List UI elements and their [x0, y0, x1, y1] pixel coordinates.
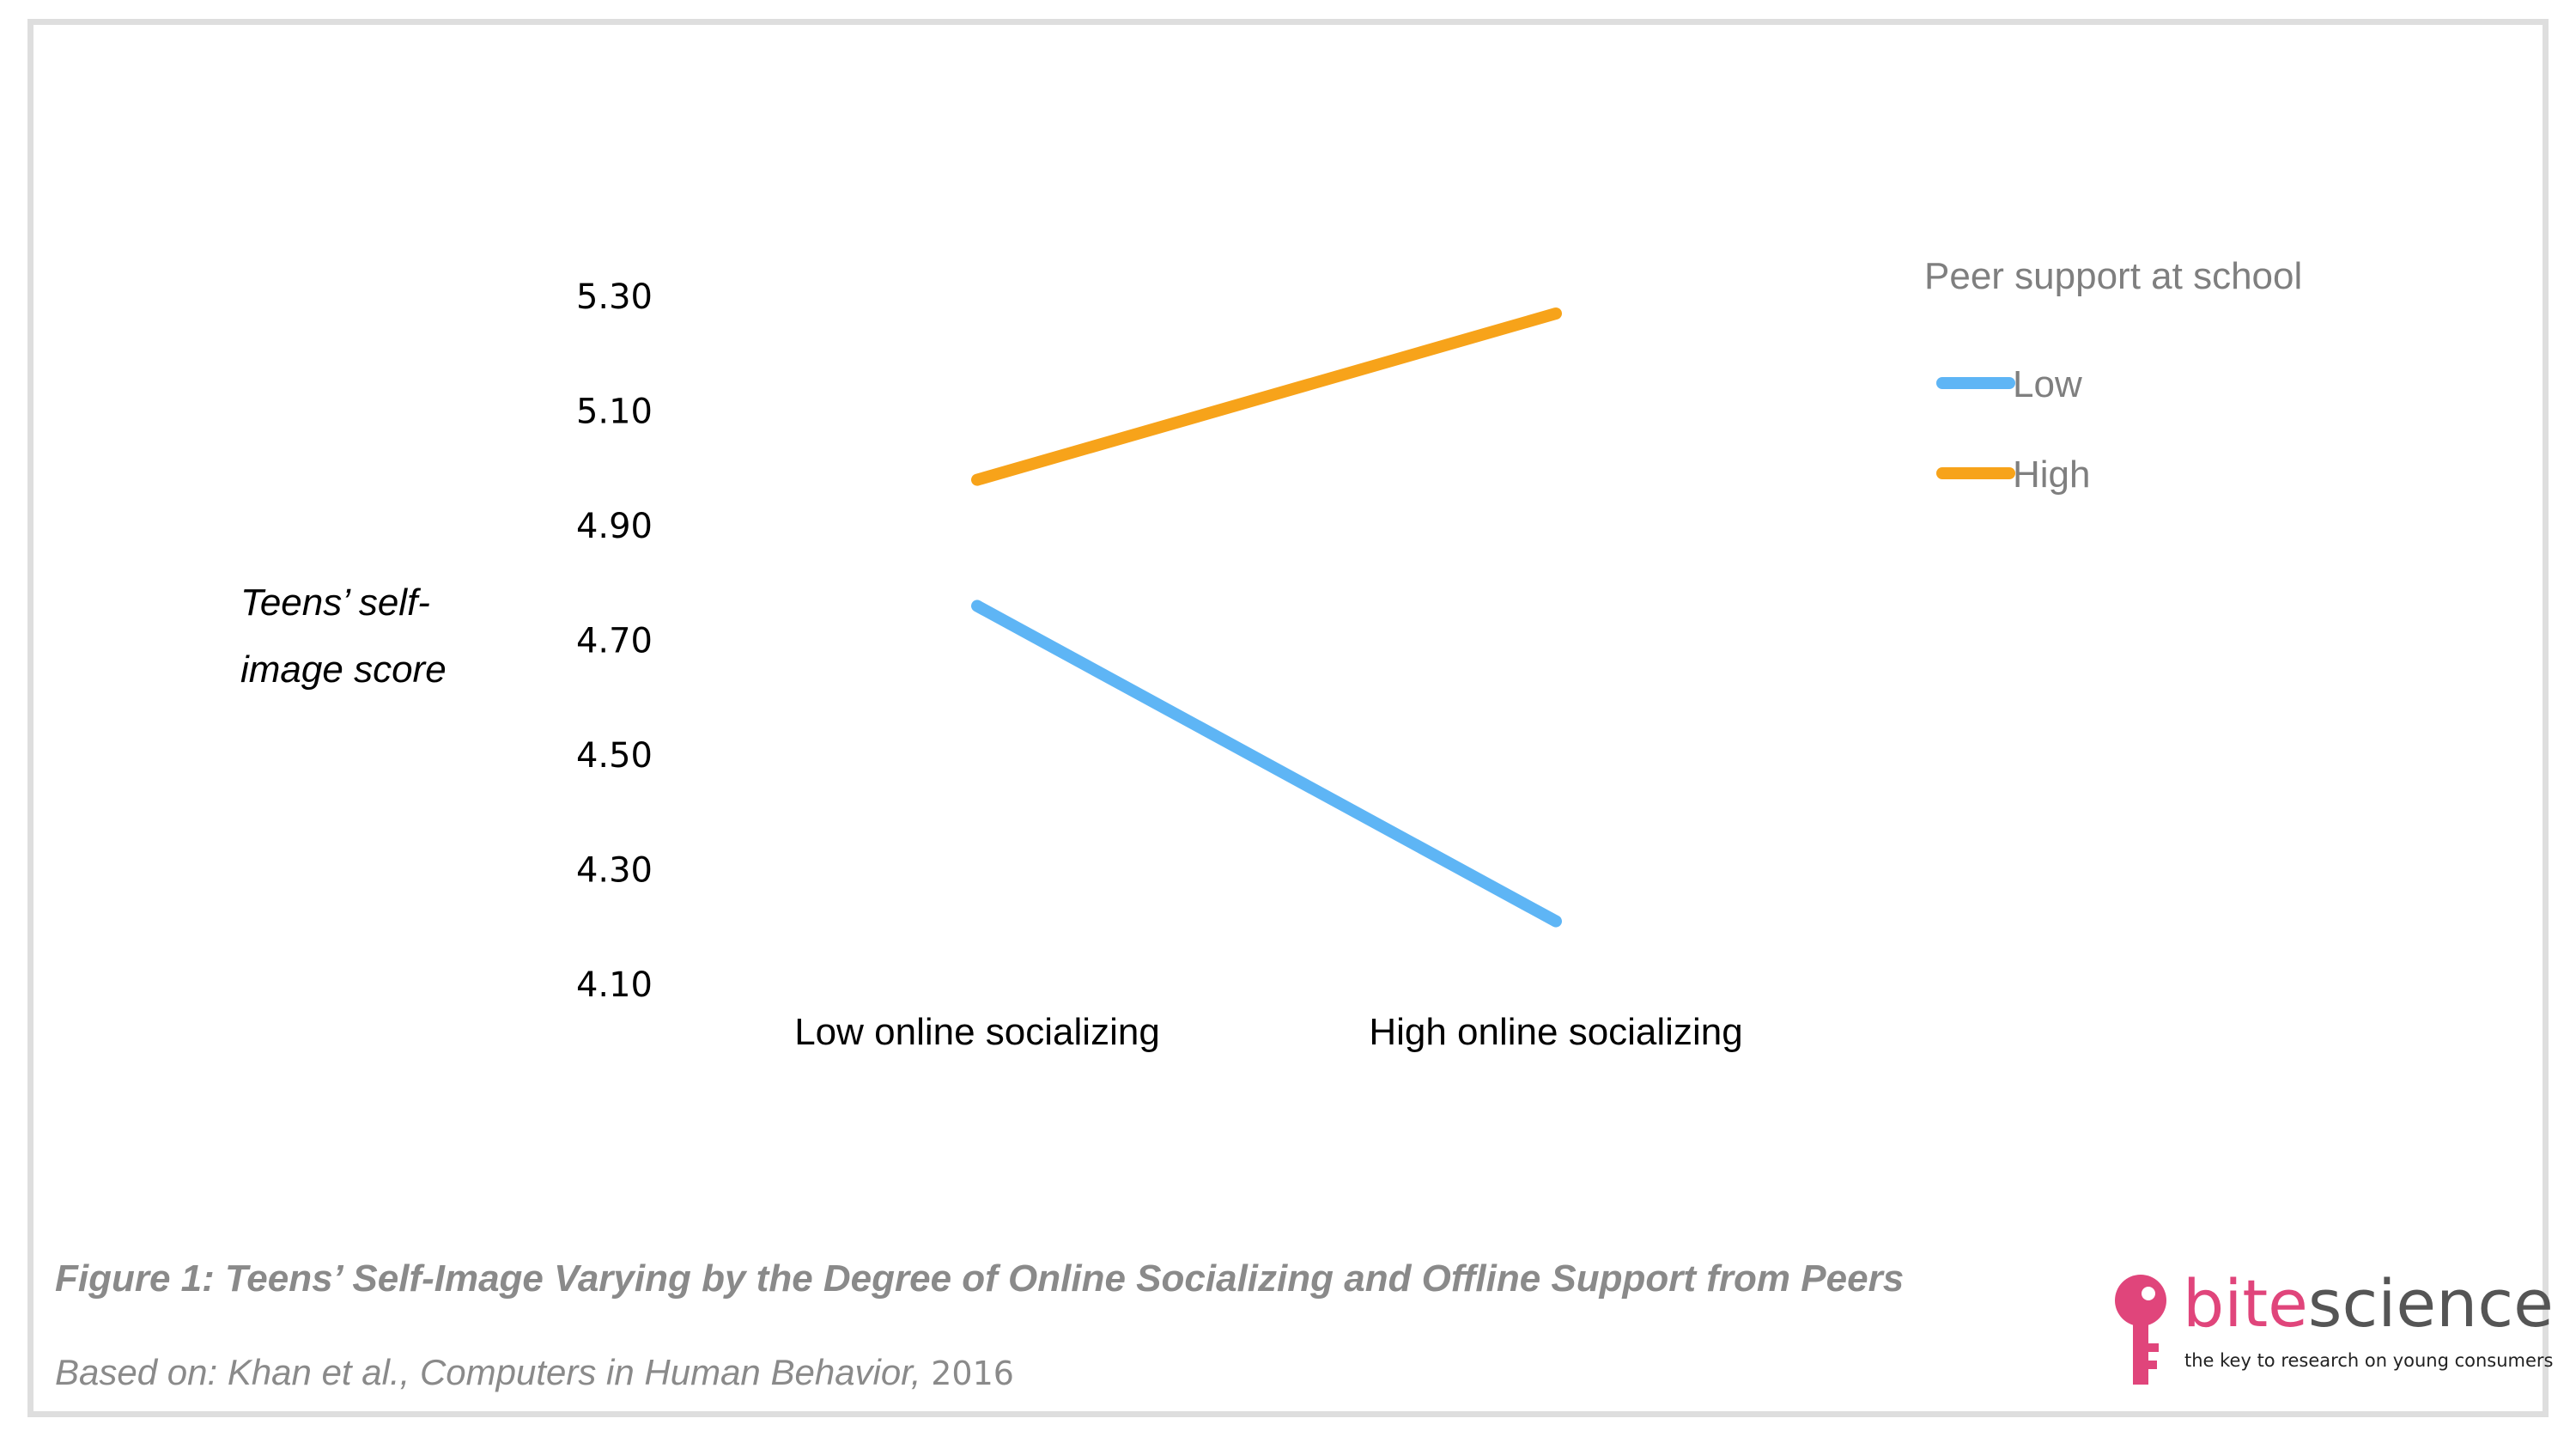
x-category-label: High online socializing	[1369, 1011, 1742, 1053]
y-axis-label-line: image score	[240, 648, 447, 691]
logo-word-science: science	[2307, 1265, 2554, 1342]
figure-frame	[27, 19, 2549, 1417]
source-year: 2016	[931, 1355, 1014, 1392]
series-line-low	[971, 600, 1562, 928]
y-tick-label: 4.50	[576, 736, 653, 776]
y-axis-label: Teens’ self- image score	[240, 581, 447, 691]
y-tick-label: 4.10	[576, 965, 653, 1005]
y-tick-label: 4.70	[576, 622, 653, 661]
source-citation-text: Based on: Khan et al., Computers in Huma…	[55, 1352, 921, 1392]
logo-word-bite: bite	[2183, 1265, 2308, 1342]
x-category-label: Low online socializing	[794, 1011, 1160, 1053]
series-line-high	[971, 307, 1562, 486]
y-tick-label: 5.10	[576, 393, 653, 432]
figure-caption-title: Figure 1: Teens’ Self-Image Varying by t…	[55, 1257, 1905, 1300]
logo-wordmark: bitescience	[2183, 1271, 2554, 1336]
y-tick-label: 4.30	[576, 851, 653, 891]
series-lines	[971, 307, 1562, 928]
bitescience-logo: bitescience the key to research on young…	[2112, 1271, 2554, 1391]
source-citation: Based on: Khan et al., Computers in Huma…	[55, 1352, 1014, 1393]
legend-label-high: High	[2013, 454, 2091, 496]
y-axis-ticks: 4.10 4.30 4.50 4.70 4.90 5.10 5.30	[576, 277, 653, 1005]
key-icon	[2115, 1275, 2166, 1385]
logo-tagline: the key to research on young consumers	[2184, 1350, 2554, 1371]
legend-title: Peer support at school	[1924, 255, 2302, 297]
y-tick-label: 4.90	[576, 507, 653, 546]
x-axis-categories: Low online socializing High online social…	[794, 1011, 1742, 1053]
y-tick-label: 5.30	[576, 277, 653, 317]
legend-label-low: Low	[2013, 363, 2082, 405]
legend: Peer support at school Low High	[1924, 255, 2302, 496]
y-axis-label-line: Teens’ self-	[240, 581, 430, 624]
